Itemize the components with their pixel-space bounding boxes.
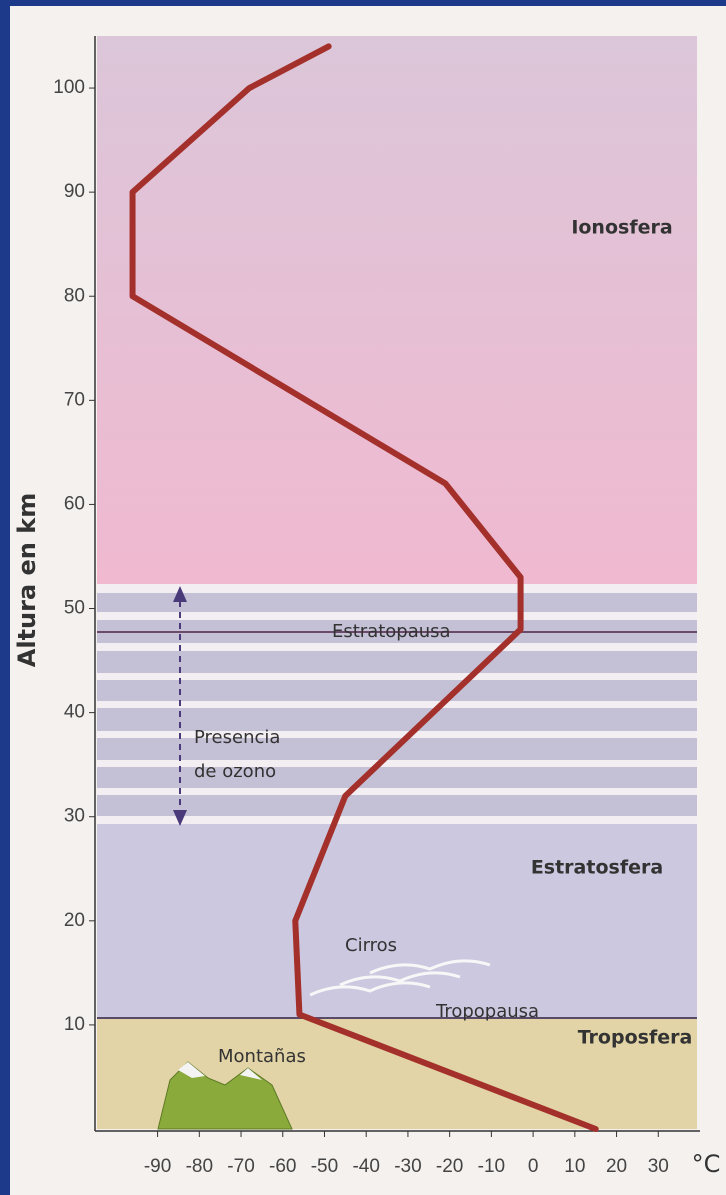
label-mountains: Montañas <box>218 1046 306 1067</box>
x-tick-label: -90 <box>144 1156 171 1177</box>
y-tick-label: 40 <box>64 702 85 723</box>
x-tick-label: -40 <box>352 1156 379 1177</box>
label-ionosphere: Ionosfera <box>571 217 672 239</box>
chart: Ionosfera Estratosfera Troposfera Estrat… <box>0 0 726 1195</box>
x-tick-label: 30 <box>648 1156 669 1177</box>
x-tick-label: -60 <box>269 1156 296 1177</box>
ozone-stripes <box>97 584 697 824</box>
y-tick-label: 90 <box>64 181 85 202</box>
x-tick-label: -10 <box>478 1156 505 1177</box>
stratosphere-band <box>97 824 697 1018</box>
y-tick-label: 70 <box>64 389 85 410</box>
y-tick-label: 60 <box>64 493 85 514</box>
x-axis-label: °C <box>692 1150 721 1178</box>
y-tick-label: 20 <box>64 910 85 931</box>
x-tick-label: -80 <box>186 1156 213 1177</box>
y-tick-label: 30 <box>64 806 85 827</box>
label-stratosphere: Estratosfera <box>531 857 663 879</box>
label-tropopause: Tropopausa <box>435 1001 539 1022</box>
ionosphere-band <box>97 36 697 588</box>
x-tick-label: 10 <box>564 1156 585 1177</box>
label-ozone-1: Presencia <box>194 727 280 748</box>
y-tick-label: 10 <box>64 1014 85 1035</box>
x-tick-label: -70 <box>227 1156 254 1177</box>
y-tick-label: 50 <box>64 598 85 619</box>
y-axis-label: Altura en km <box>13 493 41 667</box>
y-tick-label: 100 <box>53 77 85 98</box>
label-cirrus: Cirros <box>345 935 397 956</box>
x-tick-label: -30 <box>394 1156 421 1177</box>
y-tick-label: 80 <box>64 285 85 306</box>
x-tick-label: 20 <box>606 1156 627 1177</box>
x-tick-label: 0 <box>528 1156 539 1177</box>
x-tick-label: -50 <box>311 1156 338 1177</box>
label-ozone-2: de ozono <box>194 761 276 782</box>
x-tick-label: -20 <box>436 1156 463 1177</box>
label-stratopause: Estratopausa <box>332 621 451 642</box>
label-troposphere: Troposfera <box>578 1027 693 1049</box>
